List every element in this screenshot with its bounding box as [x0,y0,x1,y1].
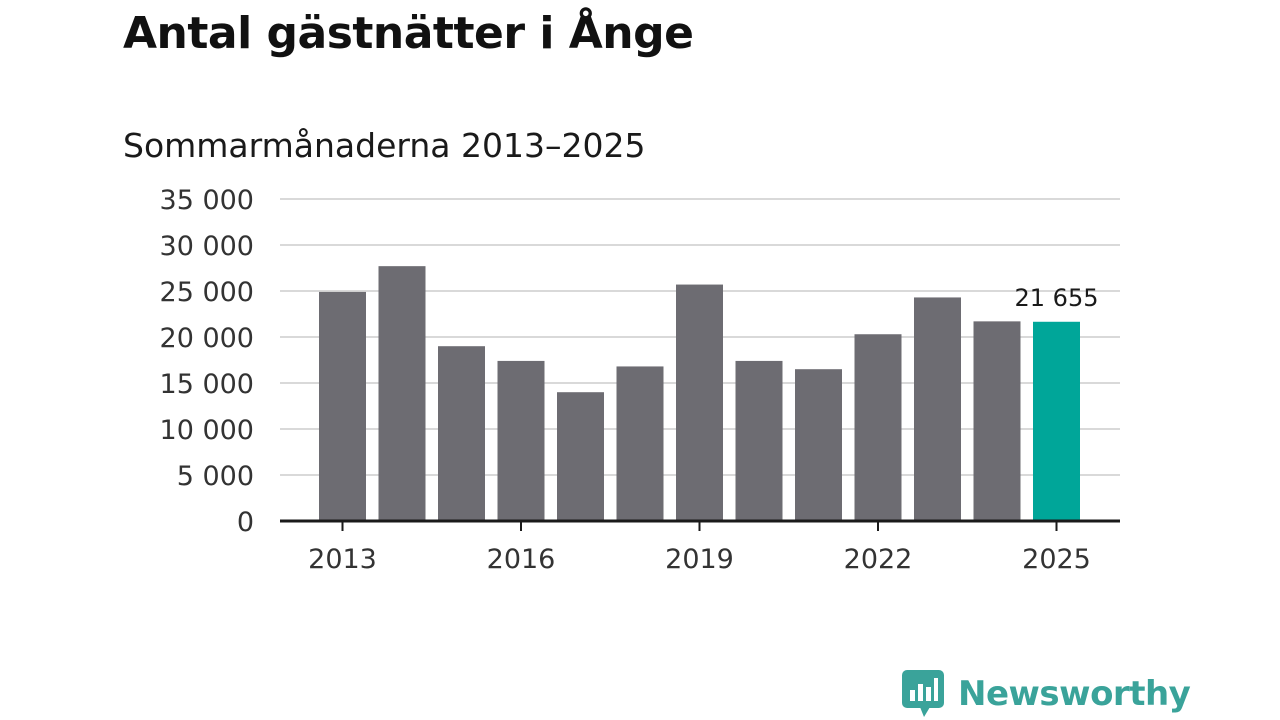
newsworthy-logo: Newsworthy [902,670,1191,718]
y-tick-label: 15 000 [160,369,254,400]
x-tick-label: 2019 [665,544,734,575]
x-tick-label: 2013 [308,544,377,575]
bar-2024 [973,321,1021,521]
y-tick-label: 10 000 [160,415,254,446]
data-label: 21 655 [1015,284,1099,312]
bar-2014 [378,266,426,521]
bar-2021 [795,369,842,521]
newsworthy-logo-icon [902,670,944,717]
bar-2025 [1033,321,1080,521]
newsworthy-logo-text: Newsworthy [958,674,1191,714]
bar-2013 [319,291,366,521]
x-tick-label: 2022 [844,544,913,575]
bar-2017 [557,392,604,521]
y-tick-label: 25 000 [160,277,254,308]
chart-title: Antal gästnätter i Ånge [123,8,694,59]
bar-2020 [735,360,783,521]
x-tick-label: 2016 [487,544,556,575]
x-tick-label: 2025 [1022,544,1091,575]
chart-subtitle: Sommarmånaderna 2013–2025 [123,126,646,165]
bar-2016 [497,360,545,521]
y-tick-label: 30 000 [160,231,254,262]
bar-2022 [854,334,902,521]
bar-2023 [914,297,961,521]
bar-2019 [676,284,723,521]
y-tick-label: 0 [237,507,254,538]
y-tick-label: 5 000 [177,461,254,492]
y-tick-label: 20 000 [160,323,254,354]
y-tick-label: 35 000 [160,185,254,216]
bar-2015 [438,346,485,521]
bar-2018 [616,366,664,521]
